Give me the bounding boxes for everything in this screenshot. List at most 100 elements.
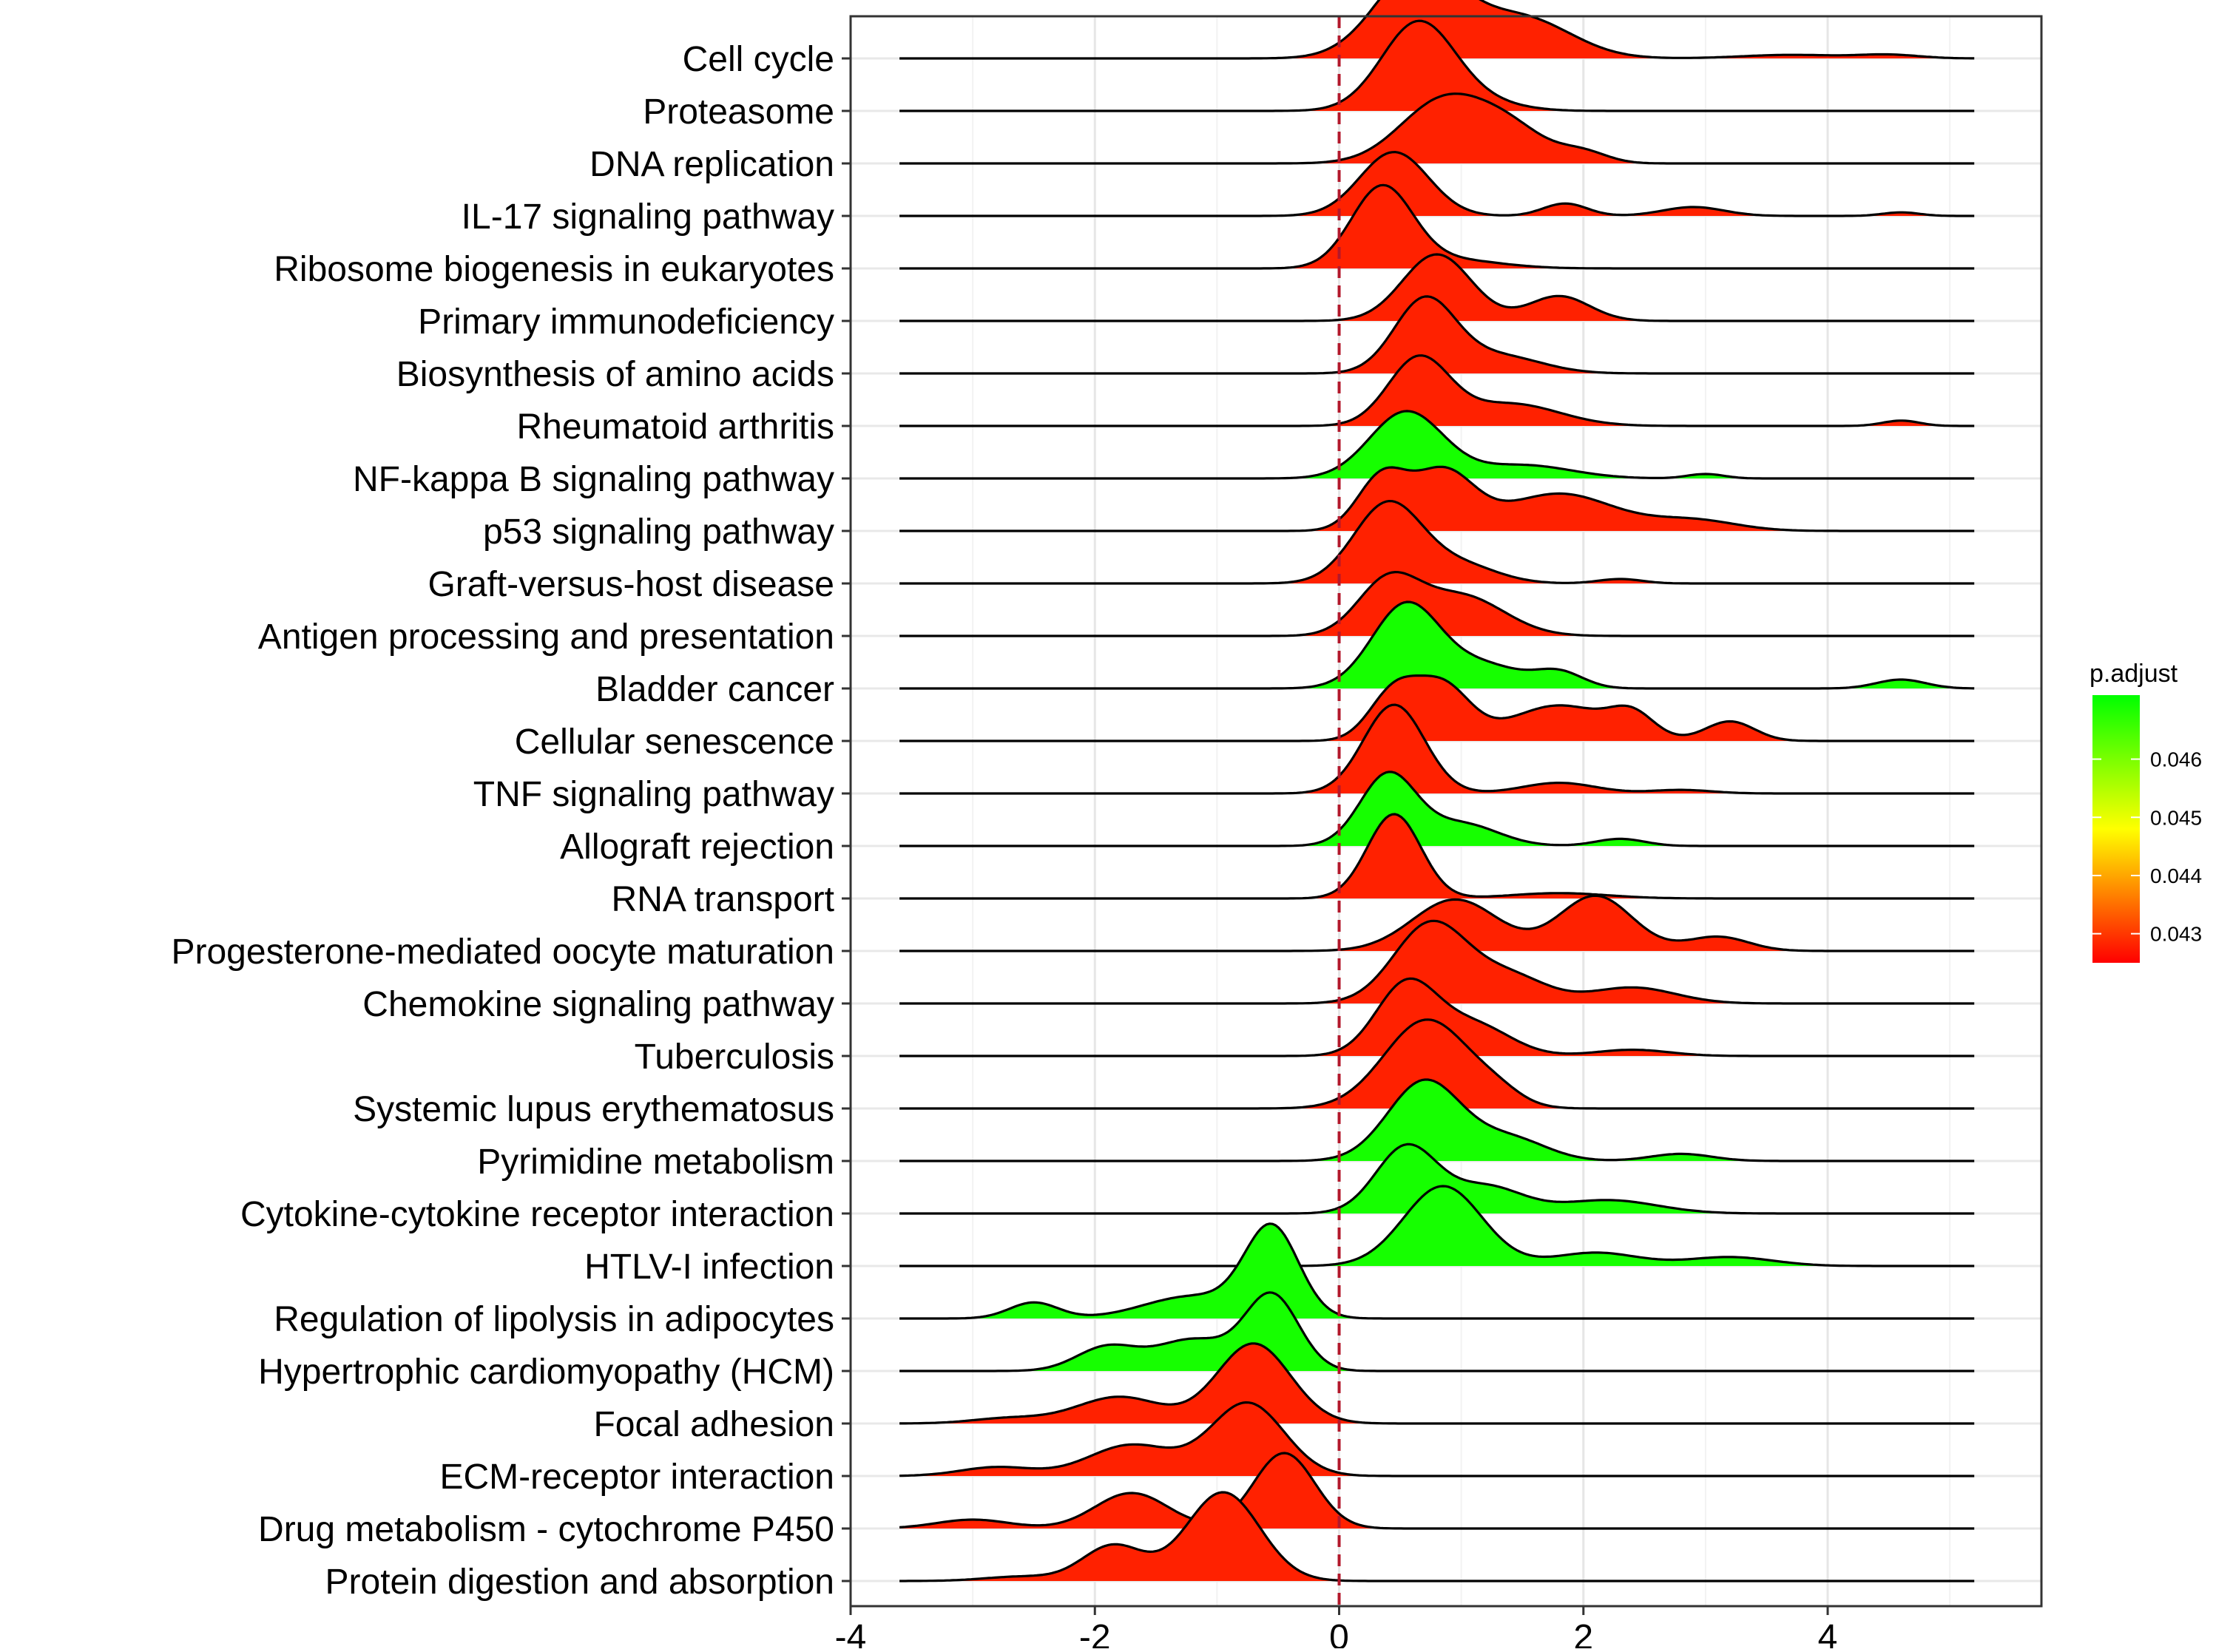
ridge-outline [899,813,1975,900]
x-tick-label: -4 [835,1618,867,1648]
ridge-fill [899,1144,1975,1213]
y-tick-label: Cell cycle [683,40,834,79]
legend-tick-label: 0.043 [2150,923,2202,946]
ridge-fill [899,602,1975,688]
ridge-outline [899,1222,1975,1320]
ridge-outline [899,1342,1975,1425]
legend-tick-label: 0.044 [2150,864,2202,887]
y-tick-label: Biosynthesis of amino acids [396,355,834,394]
y-tick-label: RNA transport [612,880,834,919]
ridge-outline [899,894,1975,952]
ridge-fill [899,501,1975,583]
x-tick-label: -2 [1079,1618,1111,1648]
ridge-outline [899,295,1975,375]
ridge-outline [899,151,1975,217]
ridge-outline [899,410,1975,480]
y-tick-label: Primary immunodeficiency [418,302,834,342]
ridge-outline [899,600,1975,690]
ridge-outline [899,1018,1975,1110]
ridge-fill [899,921,1975,1003]
ridge-outline [899,771,1975,847]
axis-layer: Cell cycle Proteasome DNA replication IL-17… [171,15,2043,1652]
ridge-outline [899,1078,1975,1162]
ridge-outline [899,465,1975,532]
y-tick-label: Drug metabolism - cytochrome P450 [258,1510,834,1549]
y-tick-label: Pyrimidine metabolism [477,1142,834,1182]
ridge-layer [899,0,1975,1582]
ridge-outline [899,571,1975,637]
ridge-outline [899,0,1975,60]
ridge-fill [899,705,1975,793]
ridge-fill [899,978,1975,1056]
ridge-fill [899,675,1975,741]
ridge-outline [899,500,1975,585]
ridge-outline [899,1185,1975,1267]
ridge-fill [899,771,1975,846]
ridge-fill [899,185,1975,268]
y-tick-label: Chemokine signaling pathway [362,985,834,1024]
y-tick-label: Proteasome [643,92,834,132]
ridge-fill [899,1453,1975,1529]
y-tick-label: IL-17 signaling pathway [462,197,834,237]
ridge-outline [899,92,1975,165]
ridge-outline [899,1491,1975,1582]
y-tick-label: Rheumatoid arthritis [516,407,834,447]
y-tick-label: p53 signaling pathway [483,512,834,552]
ridge-outline [899,354,1975,427]
y-tick-label: Ribosome biogenesis in eukaryotes [274,250,834,289]
y-tick-label: ECM-receptor interaction [439,1458,834,1497]
ridge-outline [899,703,1975,795]
ridge-outline [899,1452,1975,1530]
ridge-fill [899,152,1975,216]
ridge-fill [899,1019,1975,1108]
y-tick-label: Protein digestion and absorption [325,1563,834,1602]
ridge-fill [899,1492,1975,1581]
ridge-outline [899,1142,1975,1215]
ridge-fill [899,93,1975,163]
x-tick-label: 2 [1573,1618,1593,1648]
y-tick-label: Tuberculosis [635,1037,834,1077]
ridge-fill [899,1186,1975,1266]
ridge-fill [899,572,1975,636]
y-tick-label: HTLV-I infection [584,1248,834,1287]
legend-colorbar [2092,695,2140,963]
y-tick-label: NF-kappa B signaling pathway [353,460,834,499]
y-tick-label: Regulation of lipolysis in adipocytes [274,1300,834,1339]
y-tick-label: Hypertrophic cardiomyopathy (HCM) [258,1353,834,1392]
ridge-outline [899,1291,1975,1372]
legend: p.adjust 0.043 0.044 0.045 0.046 [2090,660,2202,963]
legend-tick-label: 0.045 [2150,806,2202,829]
y-tick-label: Antigen processing and presentation [258,617,834,657]
y-tick-label: Cellular senescence [515,722,834,762]
y-tick-label: Graft-versus-host disease [428,565,834,604]
y-tick-label: Bladder cancer [595,670,834,709]
ridge-outline [899,977,1975,1057]
legend-tick-label: 0.046 [2150,748,2202,771]
ridge-outline [899,1401,1975,1477]
ridge-fill [899,1402,1975,1476]
y-tick-label: Cytokine-cytokine receptor interaction [240,1195,834,1234]
ridge-fill [899,254,1975,321]
y-tick-label: Allograft rejection [560,827,834,867]
y-tick-label: TNF signaling pathway [473,775,834,814]
legend-title: p.adjust [2090,660,2178,688]
ridge-outline [899,919,1975,1005]
ridge-outline [899,253,1975,322]
ridge-fill [899,1080,1975,1161]
ridge-outline [899,19,1975,112]
ridge-fill [899,296,1975,373]
y-tick-label: Systemic lupus erythematosus [353,1090,834,1129]
ridge-fill [899,410,1975,478]
y-tick-label: Focal adhesion [593,1405,834,1444]
ridge-fill [899,21,1975,112]
ridge-fill [899,814,1975,898]
ridge-fill [899,355,1975,426]
x-tick-label: 0 [1329,1618,1349,1648]
ridge-outline [899,183,1975,270]
x-tick-label: 4 [1818,1618,1838,1648]
ridge-fill [899,467,1975,531]
panel-border [849,15,2043,1608]
